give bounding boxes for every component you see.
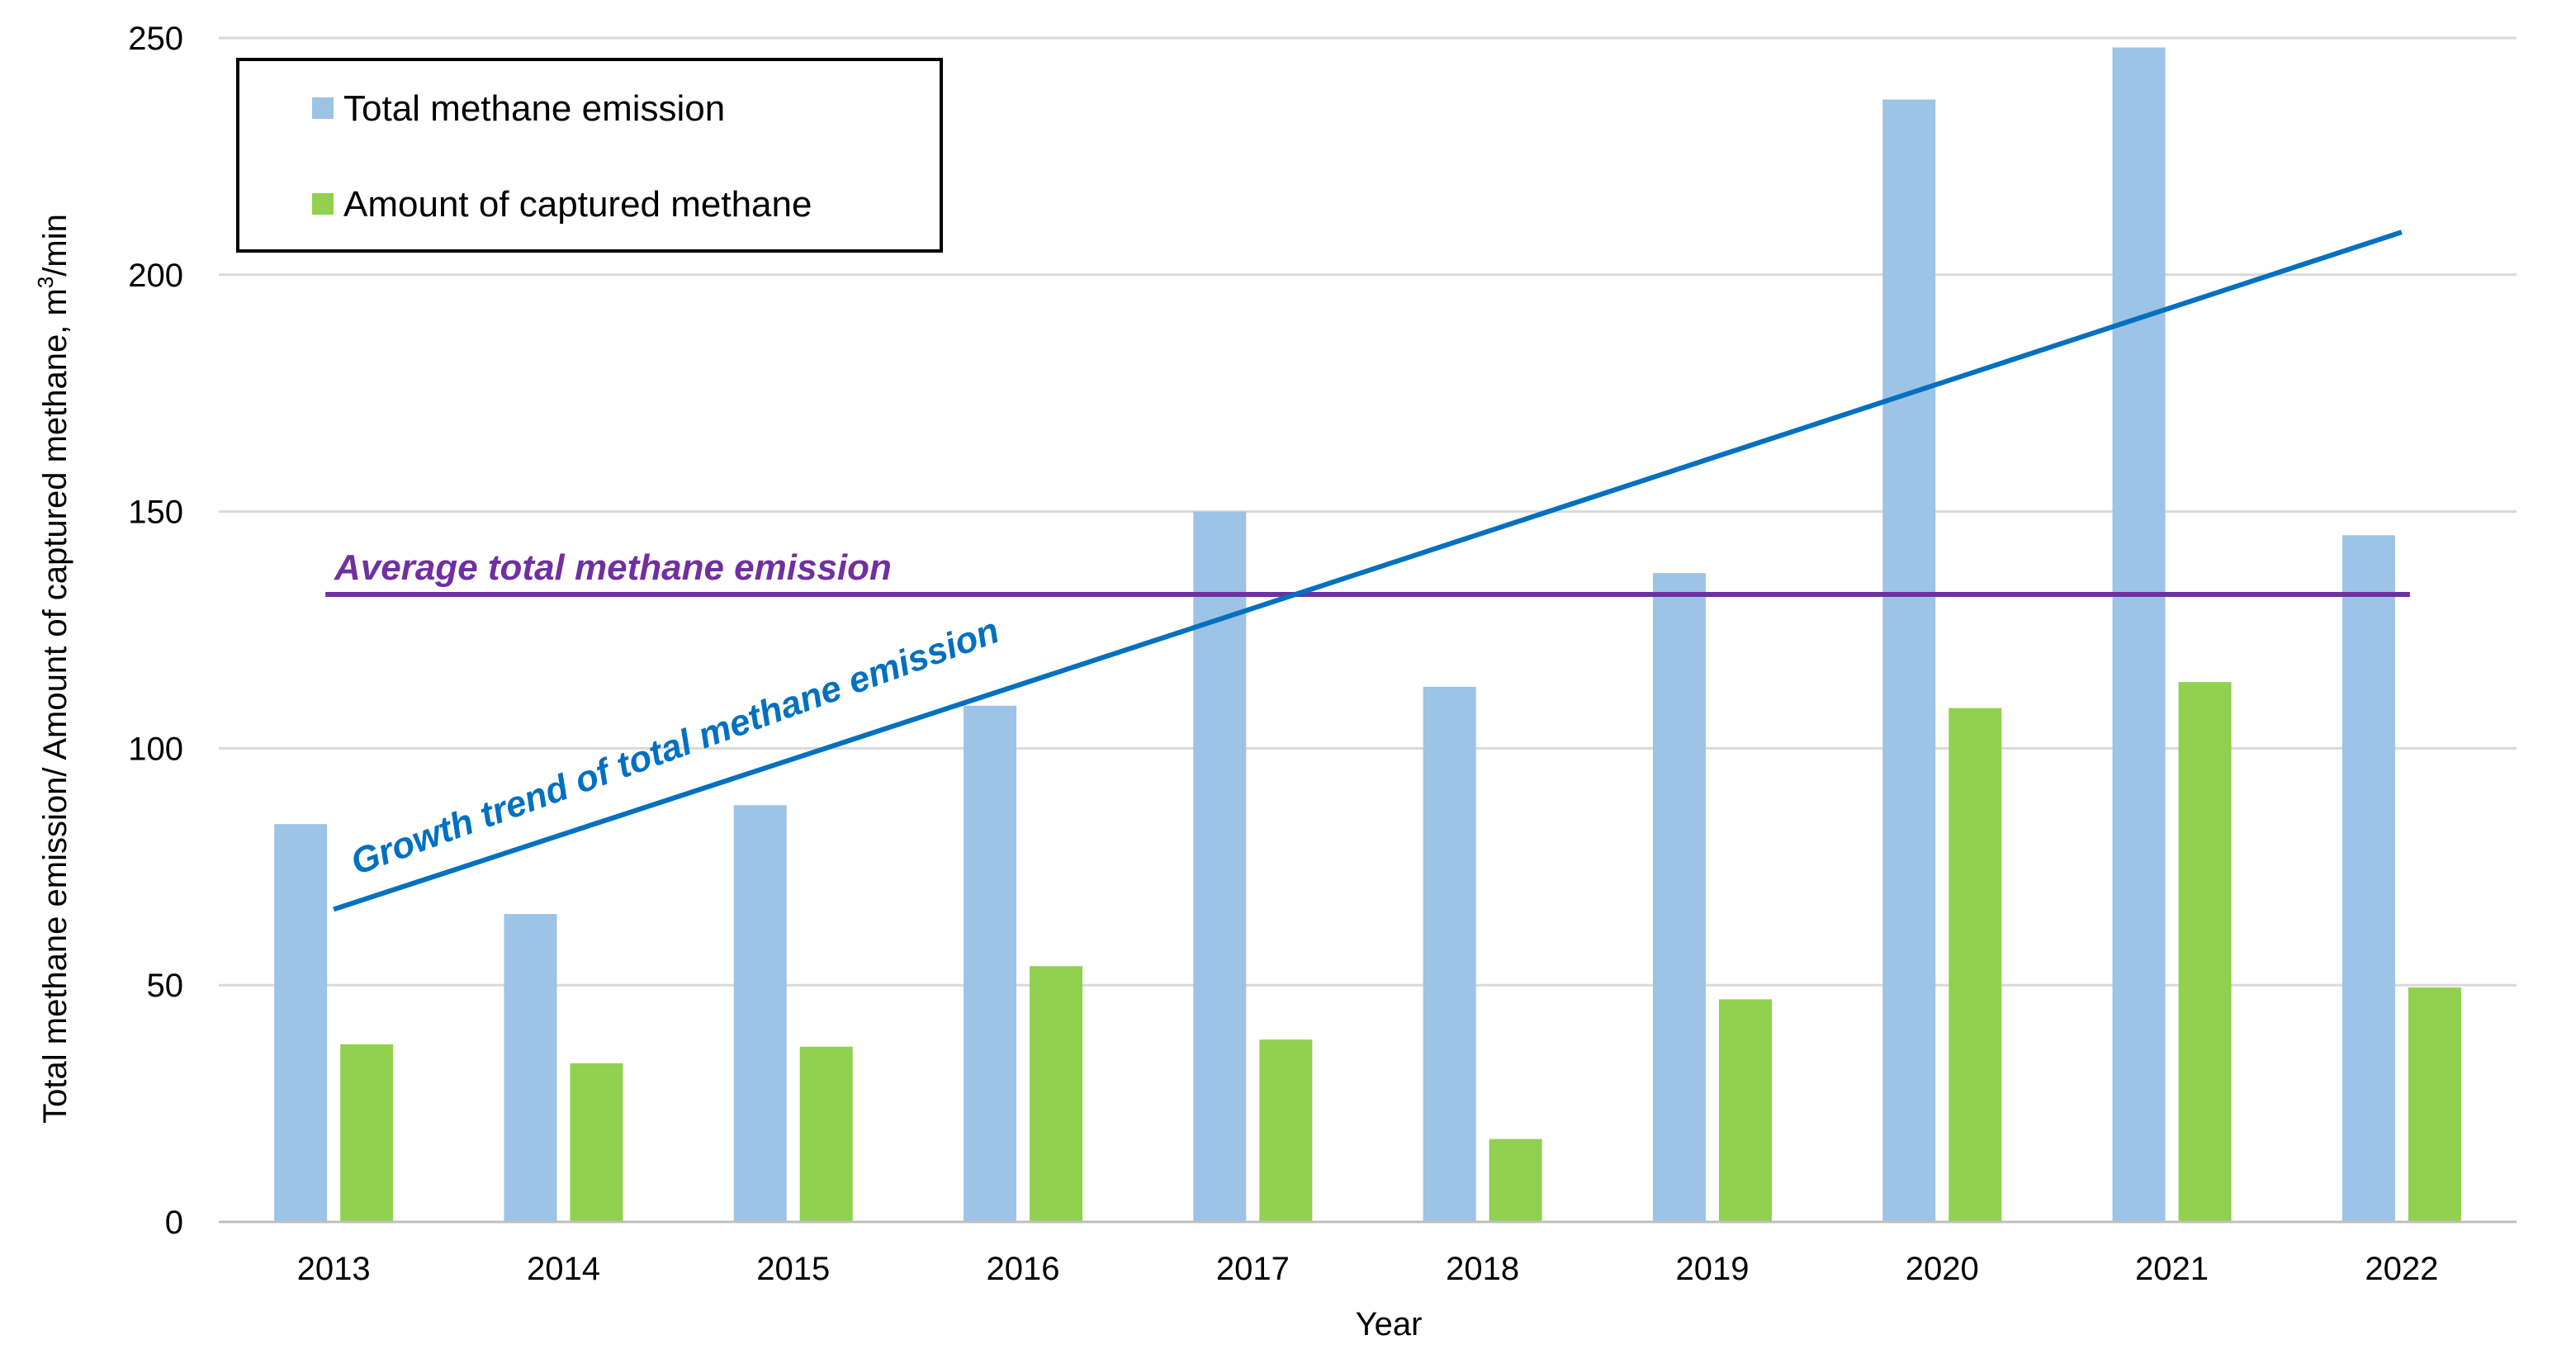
- bar-total-2014: [504, 914, 557, 1222]
- bar-captured-2014: [570, 1063, 623, 1222]
- y-axis-title-superscript: 3: [33, 277, 58, 288]
- y-tick-250: 250: [128, 21, 183, 57]
- x-tick-2015: 2015: [756, 1251, 830, 1287]
- y-tick-150: 150: [128, 495, 183, 531]
- bar-captured-2015: [799, 1046, 853, 1222]
- legend-swatch-captured: [312, 193, 334, 215]
- trend-line-label: Growth trend of total methane emission: [346, 610, 1005, 883]
- x-axis-title: Year: [1356, 1306, 1423, 1342]
- y-tick-0: 0: [165, 1205, 183, 1241]
- x-tick-2014: 2014: [527, 1251, 600, 1287]
- bar-total-2018: [1423, 686, 1476, 1222]
- bars: [274, 47, 2461, 1223]
- bar-captured-2022: [2408, 987, 2461, 1222]
- bar-total-2017: [1193, 511, 1247, 1222]
- y-axis-title-main: Total methane emission/ Amount of captur…: [37, 288, 73, 1124]
- bar-captured-2021: [2178, 682, 2232, 1222]
- legend-box: [236, 58, 943, 253]
- bar-total-2013: [274, 824, 328, 1222]
- bar-total-2022: [2342, 535, 2395, 1222]
- x-tick-2019: 2019: [1675, 1251, 1749, 1287]
- bar-captured-2013: [340, 1044, 394, 1222]
- x-tick-2022: 2022: [2365, 1251, 2438, 1287]
- x-tick-labels: 2013 2014 2015 2016 2017 2018 2019 2020 2021 2022: [297, 1251, 2439, 1287]
- y-tick-200: 200: [128, 258, 183, 294]
- bar-captured-2018: [1489, 1139, 1542, 1222]
- bar-captured-2016: [1030, 966, 1083, 1222]
- x-tick-2018: 2018: [1446, 1251, 1519, 1287]
- y-tick-labels: 0 50 100 150 200 250: [128, 21, 183, 1241]
- bar-total-2021: [2112, 47, 2166, 1222]
- bar-total-2019: [1652, 573, 1706, 1222]
- bar-total-2016: [964, 705, 1017, 1222]
- y-tick-50: 50: [147, 968, 184, 1004]
- y-tick-100: 100: [128, 731, 183, 767]
- legend-label-total: Total methane emission: [343, 88, 725, 129]
- legend-swatch-total: [312, 97, 334, 119]
- x-tick-2017: 2017: [1216, 1251, 1290, 1287]
- y-axis-title: Total methane emission/ Amount of captur…: [33, 214, 73, 1124]
- x-tick-2021: 2021: [2135, 1251, 2209, 1287]
- bar-total-2015: [733, 805, 787, 1222]
- trend-line: [333, 230, 2403, 912]
- legend: Total methane emission Amount of capture…: [236, 58, 943, 253]
- legend-label-captured: Amount of captured methane: [343, 184, 812, 225]
- x-tick-2016: 2016: [987, 1251, 1060, 1287]
- y-axis-title-unit: /min: [37, 214, 73, 277]
- x-tick-2020: 2020: [1906, 1251, 1979, 1287]
- bar-captured-2017: [1259, 1039, 1313, 1222]
- bar-captured-2019: [1718, 999, 1772, 1222]
- bar-captured-2020: [1949, 708, 2002, 1222]
- x-tick-2013: 2013: [297, 1251, 371, 1287]
- average-line-label: Average total methane emission: [334, 547, 892, 588]
- bar-total-2020: [1882, 99, 1936, 1223]
